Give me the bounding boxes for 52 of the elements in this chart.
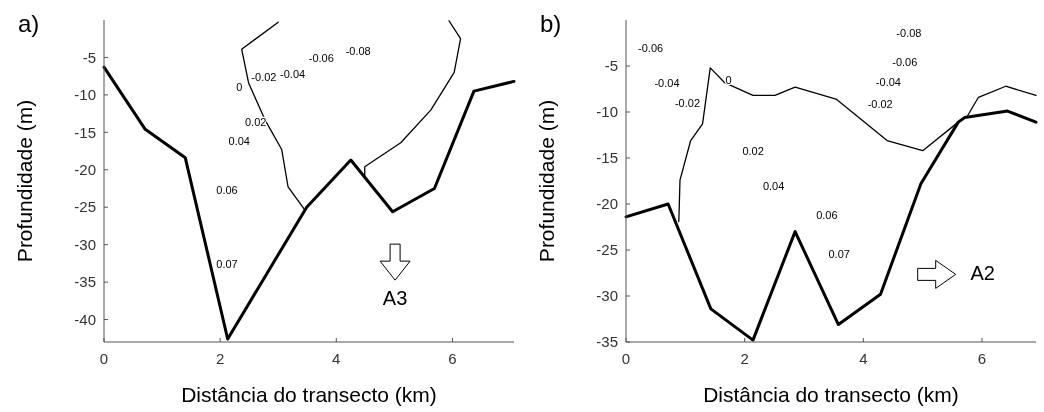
annotation: 0.06	[216, 183, 238, 196]
annotation: -0.04	[654, 77, 680, 90]
y-tick-label: -15	[596, 149, 618, 167]
x-tick-label: 6	[448, 350, 457, 367]
annotation: -0.08	[896, 27, 922, 40]
y-tick-label: -20	[74, 161, 96, 179]
annotation: A2	[970, 261, 995, 284]
y-tick-label: -30	[596, 287, 618, 305]
y-tick-label: -5	[82, 48, 96, 66]
annotation: 0.07	[216, 257, 238, 270]
annotation: 0.07	[828, 247, 850, 260]
annotation: -0.02	[867, 98, 893, 111]
x-tick-label: 4	[332, 350, 341, 367]
y-axis-title: Profundidade (m)	[13, 99, 36, 263]
chart-title: a)	[18, 10, 40, 37]
annotation: 0.04	[762, 180, 785, 193]
annotation: -0.02	[674, 96, 701, 109]
annotation: A3	[382, 287, 408, 310]
annotation: 0	[725, 74, 732, 87]
x-tick-label: 0	[621, 350, 631, 367]
annotation: 0	[236, 80, 243, 93]
y-tick-label: -40	[74, 310, 96, 328]
x-tick-label: 6	[977, 350, 987, 367]
x-tick-label: 4	[859, 350, 868, 367]
y-tick-label: -10	[74, 86, 96, 104]
annotation: -0.08	[345, 45, 371, 58]
y-tick-label: -10	[596, 103, 618, 121]
y-tick-label: -25	[596, 241, 618, 259]
x-tick-label: 0	[99, 350, 109, 367]
y-tick-label: -25	[74, 198, 96, 216]
y-tick-label: -35	[596, 333, 618, 351]
annotation: -0.04	[875, 75, 901, 88]
y-tick-label: -15	[74, 123, 96, 141]
chart-title: b)	[540, 10, 562, 37]
annotation: -0.02	[251, 70, 277, 83]
annotation: 0.06	[816, 209, 838, 222]
y-tick-label: -30	[74, 235, 96, 253]
annotation: 0.02	[742, 144, 764, 157]
y-tick-label: -5	[604, 57, 618, 75]
annotation: -0.06	[892, 56, 918, 69]
y-tick-label: -35	[74, 273, 96, 291]
annotation: 0.02	[244, 115, 267, 128]
x-tick-label: 2	[215, 350, 225, 367]
x-axis-title: Distância do transecto (km)	[703, 383, 959, 406]
y-tick-label: -20	[596, 195, 618, 213]
y-axis-title: Profundidade (m)	[535, 99, 558, 263]
x-axis-title: Distância do transecto (km)	[181, 383, 437, 406]
annotation: 0.04	[228, 135, 251, 148]
x-tick-label: 2	[740, 350, 749, 367]
annotation: -0.04	[280, 67, 306, 80]
annotation: -0.06	[638, 41, 664, 54]
annotation: -0.06	[308, 51, 334, 64]
